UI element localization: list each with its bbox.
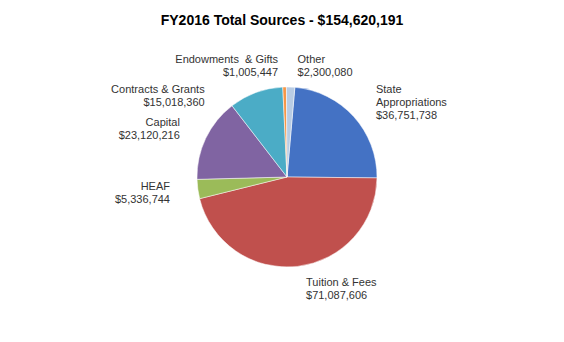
svg-text:Capital$23,120,216: Capital$23,120,216 xyxy=(119,116,180,141)
svg-text:Tuition & Fees$71,087,606: Tuition & Fees$71,087,606 xyxy=(306,276,377,301)
svg-text:StateAppropriations$36,751,738: StateAppropriations$36,751,738 xyxy=(376,83,447,121)
svg-text:HEAF$5,336,744: HEAF$5,336,744 xyxy=(115,180,170,205)
svg-text:Contracts & Grants$15,018,360: Contracts & Grants$15,018,360 xyxy=(111,83,205,108)
svg-text:Endowments & Gifts$1,005,447: Endowments & Gifts$1,005,447 xyxy=(175,53,278,78)
svg-text:Other$2,300,080: Other$2,300,080 xyxy=(298,53,353,78)
html-text:FY2016 Total Sources - $154,62: FY2016 Total Sources - $154,620,191 xyxy=(160,12,404,28)
